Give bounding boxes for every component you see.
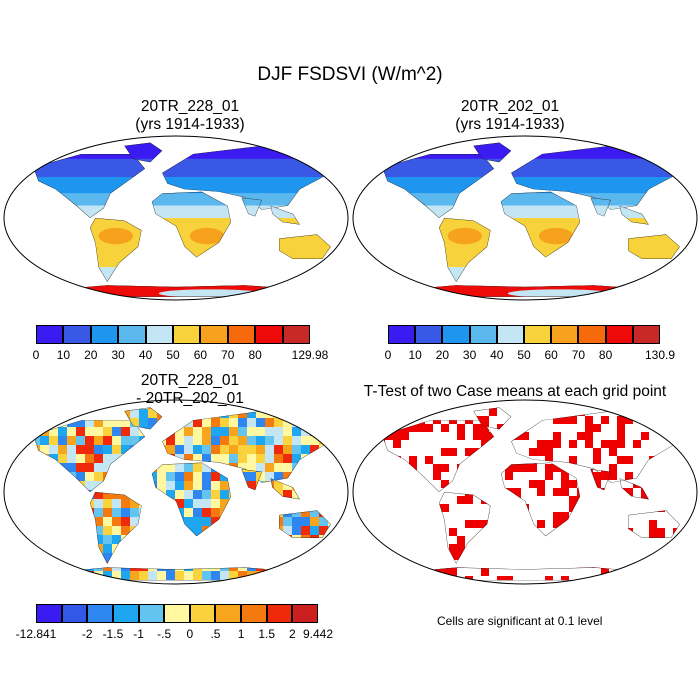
landmass-namerica — [382, 420, 494, 492]
map-2 — [352, 135, 698, 301]
colorbar-label: 60 — [544, 348, 558, 362]
colorbar-label: 1.5 — [258, 627, 276, 641]
colorbar-swatch — [215, 604, 242, 623]
colorbar-label: 50 — [517, 348, 531, 362]
colorbar-swatch — [469, 325, 497, 344]
colorbar-label: -1 — [133, 627, 144, 641]
colorbar-label: 130.9 — [644, 348, 676, 362]
colorbar-label: 40 — [490, 348, 504, 362]
colorbar-label: 70 — [221, 348, 235, 362]
colorbar-label: 70 — [571, 348, 586, 362]
colorbar-2: 0 10 20 30 40 50 60 70 80 130.9 — [384, 325, 675, 365]
colorbar-label: 40 — [138, 348, 153, 362]
colorbar-label: -2 — [81, 627, 93, 641]
colorbar-label: 50 — [166, 348, 180, 362]
colorbar-label: 80 — [598, 348, 613, 362]
panel-1-title-line2: (yrs 1914-1933) — [135, 116, 245, 133]
main-title: DJF FSDSVI (W/m^2) — [257, 64, 443, 85]
colorbar-label: .5 — [210, 627, 221, 641]
panel-4-title: T-Test of two Case means at each grid po… — [335, 383, 695, 401]
colorbar-swatch — [524, 325, 552, 344]
colorbar-swatch — [145, 325, 173, 344]
colorbar-swatch — [112, 604, 139, 623]
map-4 — [352, 399, 698, 585]
colorbar-label: 10 — [56, 348, 71, 362]
colorbar-label: 20 — [435, 348, 450, 362]
colorbar-label: 0 — [32, 348, 40, 362]
colorbar-3: -12.841 -2 -1.5 -1 -.5 0 .5 1 1.5 2 9.442 — [16, 604, 333, 644]
colorbar-swatch — [200, 325, 228, 344]
colorbar-label: 1 — [237, 627, 245, 641]
colorbar-swatch — [36, 325, 64, 344]
colorbar-label: 129.98 — [291, 348, 329, 362]
colorbar-swatch — [578, 325, 606, 344]
colorbar-label: 80 — [248, 348, 262, 362]
colorbar-label: 60 — [193, 348, 208, 362]
significance-note: Cells are significant at 0.1 level — [437, 614, 603, 628]
colorbar-swatch — [282, 325, 310, 344]
colorbar-swatch — [496, 325, 524, 344]
colorbar-label: 9.442 — [302, 627, 334, 641]
colorbar-label: -12.841 — [15, 627, 57, 641]
colorbar-swatch — [164, 604, 190, 623]
colorbar-swatch — [189, 604, 216, 623]
colorbar-swatch — [255, 325, 283, 344]
colorbar-label: 2 — [289, 627, 296, 641]
panel-4-title-line1: T-Test of two Case means at each grid po… — [363, 383, 667, 400]
colorbar-swatch — [632, 325, 660, 344]
colorbar-swatch — [241, 604, 267, 623]
colorbar-swatch — [118, 325, 146, 344]
colorbar-swatch — [227, 325, 256, 344]
colorbar-swatch — [388, 325, 416, 344]
panel-1-title: 20TR_228_01 (yrs 1914-1933) — [25, 98, 355, 134]
colorbar-label: -.5 — [157, 627, 172, 641]
colorbar-swatch — [61, 604, 88, 623]
colorbar-swatch — [90, 325, 119, 344]
colorbar-1: 0 10 20 30 40 50 60 70 80 129.98 — [32, 325, 328, 365]
map-border — [352, 135, 698, 301]
landmass-india — [241, 197, 262, 217]
panel-1-title-line1: 20TR_228_01 — [140, 98, 240, 115]
map-border — [3, 399, 349, 585]
panel-2-title-line1: 20TR_202_01 — [460, 98, 560, 115]
colorbar-label: 0 — [186, 627, 194, 641]
map-border — [352, 399, 698, 585]
colorbar-swatch — [138, 604, 165, 623]
panel-3-title-line1: 20TR_228_01 — [140, 372, 240, 389]
map-3 — [3, 399, 349, 585]
colorbar-swatch — [173, 325, 201, 344]
colorbar-label: -1.5 — [102, 627, 124, 641]
panel-2-title-line2: (yrs 1914-1933) — [455, 116, 565, 133]
colorbar-swatch — [292, 604, 318, 623]
map-1 — [3, 135, 349, 301]
colorbar-swatch — [442, 325, 470, 344]
colorbar-swatch — [87, 604, 113, 623]
colorbar-swatch — [551, 325, 579, 344]
colorbar-label: 30 — [462, 348, 477, 362]
colorbar-label: 10 — [408, 348, 422, 362]
colorbar-swatch — [36, 604, 62, 623]
map-border — [3, 135, 349, 301]
colorbar-swatch — [63, 325, 91, 344]
colorbar-label: 0 — [384, 348, 392, 362]
colorbar-swatch — [415, 325, 443, 344]
colorbar-swatch — [266, 604, 293, 623]
panel-2-title: 20TR_202_01 (yrs 1914-1933) — [345, 98, 675, 134]
colorbar-swatch — [605, 325, 633, 344]
colorbar-label: 30 — [111, 348, 125, 362]
colorbar-label: 20 — [84, 348, 98, 362]
